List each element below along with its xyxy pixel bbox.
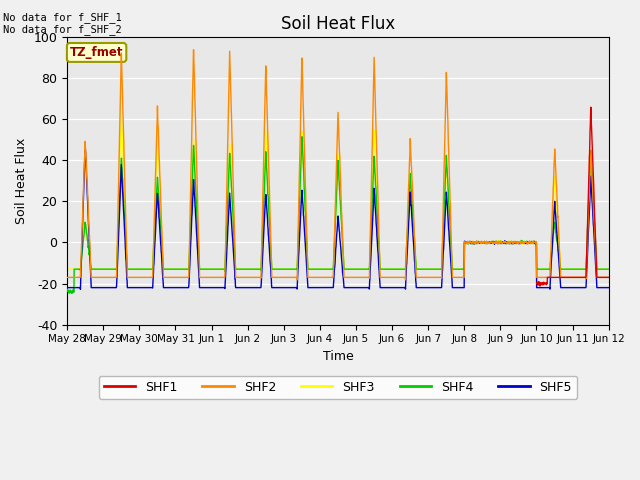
Text: TZ_fmet: TZ_fmet — [70, 46, 124, 59]
Text: No data for f_SHF_1: No data for f_SHF_1 — [3, 12, 122, 23]
X-axis label: Time: Time — [323, 350, 353, 363]
Y-axis label: Soil Heat Flux: Soil Heat Flux — [15, 138, 28, 224]
Legend: SHF1, SHF2, SHF3, SHF4, SHF5: SHF1, SHF2, SHF3, SHF4, SHF5 — [99, 376, 577, 399]
Title: Soil Heat Flux: Soil Heat Flux — [281, 15, 395, 33]
Text: No data for f_SHF_2: No data for f_SHF_2 — [3, 24, 122, 35]
